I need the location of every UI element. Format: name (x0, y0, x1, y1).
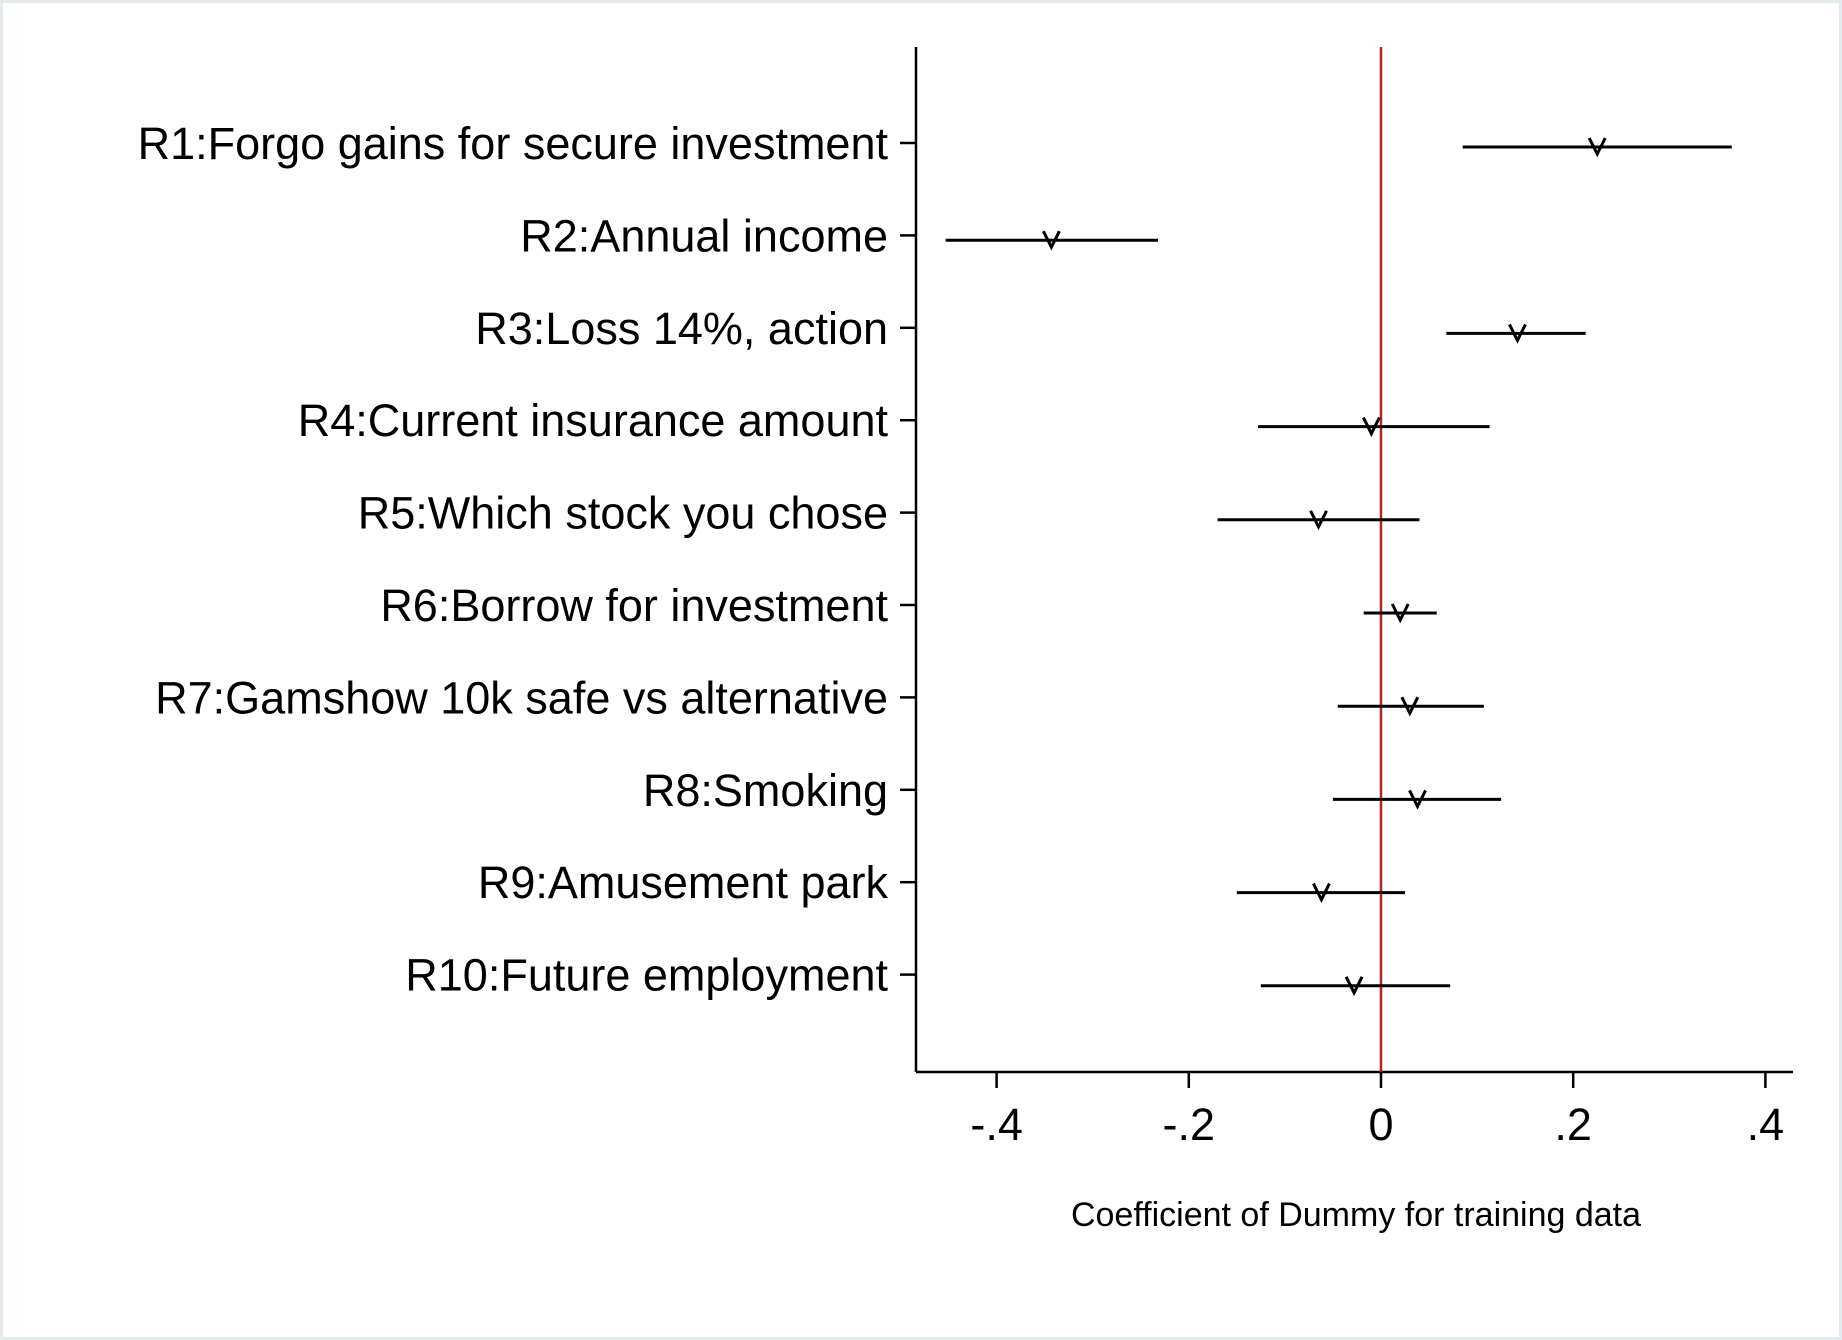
x-tick-label: 0 (1368, 1099, 1393, 1150)
category-label: R4:Current insurance amount (298, 395, 889, 446)
coefficient-marker (1390, 603, 1410, 624)
x-tick-labels: -.4 -.2 0 .2 .4 (970, 1099, 1784, 1150)
coefficient-marker (1408, 789, 1427, 810)
x-tick-label: .2 (1554, 1099, 1592, 1150)
x-tick-label: .4 (1747, 1099, 1785, 1150)
coefficient-marker (1400, 696, 1420, 717)
category-label: R2:Annual income (520, 210, 888, 261)
category-label: R5:Which stock you chose (358, 488, 888, 539)
coefficient-marker (1309, 510, 1328, 531)
x-axis-title: Coefficient of Dummy for training data (1071, 1196, 1641, 1234)
category-label: R10:Future employment (405, 950, 888, 1001)
coefficient-marker (1042, 230, 1061, 251)
category-label: R3:Loss 14%, action (475, 303, 888, 354)
category-label: R9:Amusement park (478, 857, 889, 908)
y-axis-ticks (900, 141, 916, 976)
confidence-intervals (945, 145, 1732, 988)
x-axis-ticks (995, 1072, 1767, 1088)
coefficient-marker (1508, 323, 1527, 344)
category-label: R8:Smoking (643, 765, 888, 816)
coefficient-marker (1362, 416, 1381, 437)
category-label: R6:Borrow for investment (380, 580, 888, 631)
coefficient-marker (1312, 882, 1331, 903)
category-labels: R1:Forgo gains for secure investment R2:A… (138, 118, 889, 1001)
coefficient-marker (1587, 137, 1607, 158)
x-tick-label: -.4 (970, 1099, 1023, 1150)
x-tick-label: -.2 (1163, 1099, 1216, 1150)
category-label: R7:Gamshow 10k safe vs alternative (155, 672, 888, 723)
category-label: R1:Forgo gains for secure investment (138, 118, 889, 169)
coefficient-markers (1042, 137, 1607, 997)
coefficient-marker (1344, 976, 1364, 997)
